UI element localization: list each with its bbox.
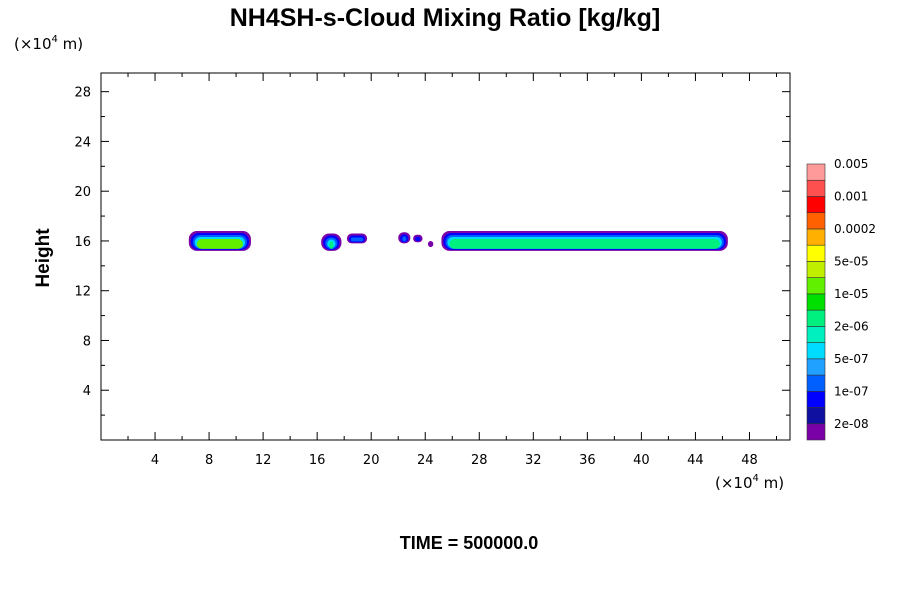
x-tick-label: 40 xyxy=(633,453,650,468)
cloud-patch xyxy=(321,233,342,251)
cloud-band xyxy=(350,237,364,242)
colorbar-swatch xyxy=(806,358,826,376)
x-tick-label: 16 xyxy=(309,453,326,468)
x-tick-label: 44 xyxy=(687,453,704,468)
colorbar-swatch xyxy=(806,374,826,392)
y-unit-label: (×104 m) xyxy=(14,34,83,53)
y-tick-label: 16 xyxy=(74,235,91,250)
colorbar-label: 5e-07 xyxy=(834,352,869,366)
chart-title: NH4SH-s-Cloud Mixing Ratio [kg/kg] xyxy=(230,4,661,32)
x-tick-label: 36 xyxy=(579,453,596,468)
x-tick-label: 32 xyxy=(525,453,542,468)
y-tick-label: 12 xyxy=(74,285,91,300)
cloud-patch xyxy=(413,234,423,243)
colorbar-label: 2e-08 xyxy=(834,417,869,431)
cloud-patch xyxy=(188,230,251,251)
cloud-band xyxy=(402,236,407,242)
x-tick-label: 20 xyxy=(363,453,380,468)
cloud-core xyxy=(449,238,720,249)
colorbar-swatch xyxy=(806,163,826,181)
x-tick-label: 24 xyxy=(417,453,434,468)
colorbar-swatch xyxy=(806,179,826,197)
colorbar-label: 1e-05 xyxy=(834,287,869,301)
cloud-patch xyxy=(346,233,368,244)
colorbar-swatch xyxy=(806,212,826,230)
colorbar-swatch xyxy=(806,293,826,311)
cloud-patch xyxy=(427,240,434,248)
x-tick-label: 28 xyxy=(471,453,488,468)
time-label: TIME = 500000.0 xyxy=(400,533,539,553)
y-tick-label: 24 xyxy=(74,135,91,150)
colorbar-swatch xyxy=(806,309,826,327)
x-unit-label: (×104 m) xyxy=(715,473,784,492)
y-tick-label: 28 xyxy=(74,86,91,101)
colorbar-swatch xyxy=(806,261,826,278)
x-tick-label: 12 xyxy=(255,453,272,468)
colorbar-label: 1e-07 xyxy=(834,384,869,398)
colorbar-swatch xyxy=(806,244,826,262)
y-axis: 4 8 12 16 20 24 28 xyxy=(74,86,790,416)
cloud-patch xyxy=(441,230,728,251)
colorbar-swatch xyxy=(806,228,826,246)
colorbar-swatch xyxy=(806,423,826,441)
x-axis: 4 8 12 16 20 24 28 32 36 40 44 48 xyxy=(127,73,777,468)
cloud-core xyxy=(329,241,334,249)
colorbar-label: 0.001 xyxy=(834,189,868,203)
colorbar-swatch xyxy=(806,277,826,295)
cloud-core xyxy=(196,238,243,249)
colorbar-label: 5e-05 xyxy=(834,254,869,268)
x-tick-label: 48 xyxy=(741,453,758,468)
y-tick-label: 4 xyxy=(83,384,91,399)
colorbar-label: 2e-06 xyxy=(834,319,869,333)
cloud-field xyxy=(188,230,728,251)
cloud-patch xyxy=(398,232,411,244)
colorbar: 2e-08 1e-07 5e-07 2e-06 1e-05 5e-05 0.0002 0.00… xyxy=(806,157,876,441)
x-tick-label: 4 xyxy=(151,453,159,468)
colorbar-swatch xyxy=(806,326,826,343)
y-axis-label: Height xyxy=(33,228,54,288)
plot-area xyxy=(100,72,791,441)
colorbar-label: 0.005 xyxy=(834,157,868,171)
colorbar-swatch xyxy=(806,390,826,408)
y-tick-label: 8 xyxy=(83,334,91,349)
cloud-band xyxy=(415,236,421,242)
colorbar-swatch xyxy=(806,342,826,360)
colorbar-swatch xyxy=(806,407,826,425)
cloud-band xyxy=(427,240,434,248)
colorbar-swatch xyxy=(806,196,826,214)
colorbar-label: 0.0002 xyxy=(834,222,876,236)
y-tick-label: 20 xyxy=(74,185,91,200)
x-tick-label: 8 xyxy=(205,453,213,468)
